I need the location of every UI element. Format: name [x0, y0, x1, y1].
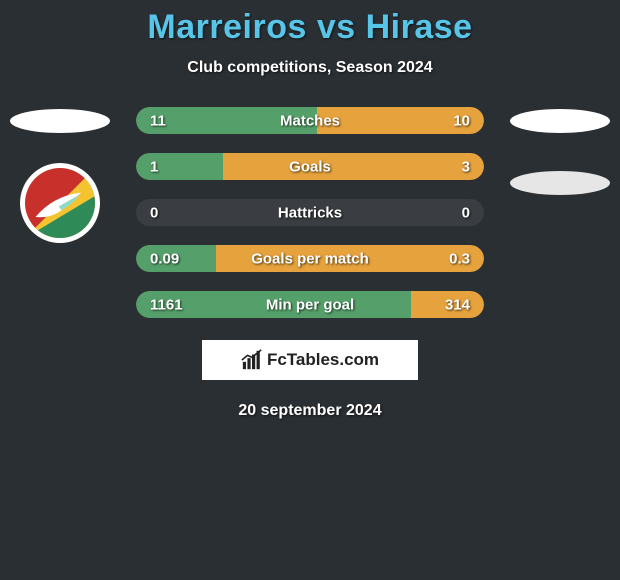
stat-value-left: 1 — [150, 158, 158, 175]
comparison-infographic: Marreiros vs Hirase Club competitions, S… — [0, 0, 620, 420]
content-row: Matches 11 10 Goals 1 3 Hattricks 0 0 Goals per m… — [0, 107, 620, 318]
stat-bar-row: Goals 1 3 — [136, 153, 484, 180]
chart-icon — [241, 349, 263, 371]
club-logo-svg — [25, 168, 95, 238]
stat-value-right: 10 — [453, 112, 470, 129]
right-player-placeholder — [510, 109, 610, 133]
stat-value-right: 0 — [462, 204, 470, 221]
stat-value-right: 0.3 — [449, 250, 470, 267]
page-subtitle: Club competitions, Season 2024 — [0, 59, 620, 77]
brand-box: FcTables.com — [202, 340, 418, 380]
stat-bar-row: Goals per match 0.09 0.3 — [136, 245, 484, 272]
left-player-placeholder — [10, 109, 110, 133]
stat-value-left: 11 — [150, 112, 166, 129]
brand-text: FcTables.com — [267, 350, 379, 370]
right-club-placeholder — [510, 171, 610, 195]
stat-label: Min per goal — [266, 296, 354, 313]
stat-label: Matches — [280, 112, 340, 129]
stat-bar-right-fill — [223, 153, 484, 180]
stat-label: Goals per match — [251, 250, 369, 267]
left-side — [10, 107, 110, 318]
stat-value-left: 0.09 — [150, 250, 179, 267]
left-club-logo — [20, 163, 100, 243]
page-title: Marreiros vs Hirase — [0, 8, 620, 47]
date-text: 20 september 2024 — [0, 402, 620, 420]
right-side — [510, 107, 610, 318]
stat-value-left: 0 — [150, 204, 158, 221]
stat-label: Hattricks — [278, 204, 342, 221]
stat-value-right: 3 — [462, 158, 470, 175]
stat-value-left: 1161 — [150, 296, 183, 313]
stat-bar-row: Matches 11 10 — [136, 107, 484, 134]
stat-bar-row: Hattricks 0 0 — [136, 199, 484, 226]
stat-label: Goals — [289, 158, 331, 175]
stat-value-right: 314 — [445, 296, 470, 313]
stat-bar-row: Min per goal 1161 314 — [136, 291, 484, 318]
stat-bars: Matches 11 10 Goals 1 3 Hattricks 0 0 Goals per m… — [110, 107, 510, 318]
